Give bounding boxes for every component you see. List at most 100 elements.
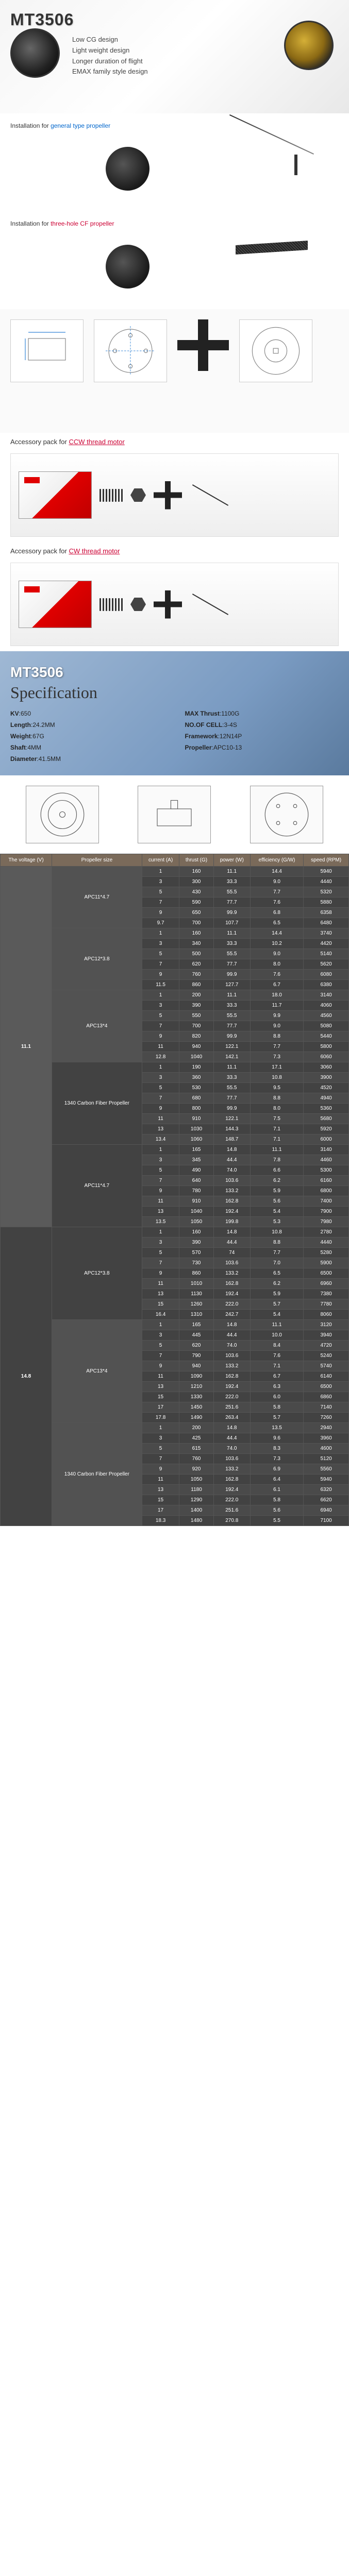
data-cell: 13.5 bbox=[250, 1423, 303, 1433]
data-cell: 11.5 bbox=[142, 980, 179, 990]
screw-icon bbox=[121, 489, 123, 502]
install-threehole-label: Installation for three-hole CF propeller bbox=[10, 220, 114, 227]
data-cell: 730 bbox=[179, 1258, 213, 1268]
data-cell: 4440 bbox=[304, 877, 349, 887]
data-cell: 7.6 bbox=[250, 970, 303, 980]
accessory-cw-title: Accessory pack for CW thread motor bbox=[0, 542, 349, 557]
data-cell: 7.1 bbox=[250, 1134, 303, 1145]
data-cell: 340 bbox=[179, 939, 213, 949]
data-cell: 9 bbox=[142, 1186, 179, 1196]
spec-heading: Specification bbox=[10, 683, 339, 702]
data-cell: 7 bbox=[142, 1454, 179, 1464]
data-cell: 5320 bbox=[304, 887, 349, 897]
data-cell: 192.4 bbox=[213, 1207, 250, 1217]
tech-drawings-section bbox=[0, 309, 349, 433]
dimension-drawing bbox=[10, 319, 84, 382]
data-cell: 44.4 bbox=[213, 1433, 250, 1444]
data-cell: 4600 bbox=[304, 1444, 349, 1454]
data-cell: 8.8 bbox=[250, 1093, 303, 1104]
data-cell: 17.1 bbox=[250, 1062, 303, 1073]
data-cell: 127.7 bbox=[213, 980, 250, 990]
data-cell: 5120 bbox=[304, 1454, 349, 1464]
table-header-cell: efficiency (G/W) bbox=[250, 854, 303, 867]
data-cell: 3140 bbox=[304, 990, 349, 1001]
data-cell: 5.9 bbox=[250, 1186, 303, 1196]
data-cell: 940 bbox=[179, 1361, 213, 1371]
data-cell: 162.8 bbox=[213, 1475, 250, 1485]
data-cell: 6960 bbox=[304, 1279, 349, 1289]
spec-item: NO.OF CELL:3-4S bbox=[185, 721, 339, 728]
data-cell: 11 bbox=[142, 1042, 179, 1052]
data-cell: 242.7 bbox=[213, 1310, 250, 1320]
spec-model: MT3506 bbox=[10, 664, 339, 681]
data-cell: 6.6 bbox=[250, 1165, 303, 1176]
data-cell: 5440 bbox=[304, 1031, 349, 1042]
data-cell: 8.4 bbox=[250, 1341, 303, 1351]
data-cell: 1260 bbox=[179, 1299, 213, 1310]
table-header-cell: Propeller size bbox=[52, 854, 142, 867]
model-title: MT3506 bbox=[10, 10, 339, 29]
screw-icon bbox=[109, 489, 110, 502]
table-body: 11.1APC11*4.7116011.114.45940330033.39.0… bbox=[1, 867, 349, 1526]
data-cell: 74.0 bbox=[213, 1341, 250, 1351]
data-cell: 12.8 bbox=[142, 1052, 179, 1062]
data-cell: 3 bbox=[142, 877, 179, 887]
data-cell: 9.0 bbox=[250, 877, 303, 887]
table-header-cell: speed (RPM) bbox=[304, 854, 349, 867]
data-cell: 1 bbox=[142, 1062, 179, 1073]
data-cell: 77.7 bbox=[213, 959, 250, 970]
data-cell: 133.2 bbox=[213, 1268, 250, 1279]
data-cell: 6620 bbox=[304, 1495, 349, 1505]
data-cell: 7100 bbox=[304, 1516, 349, 1526]
hero-section: MT3506 Low CG design Light weight design… bbox=[0, 0, 349, 113]
data-cell: 5920 bbox=[304, 1124, 349, 1134]
data-cell: 500 bbox=[179, 949, 213, 959]
data-cell: 133.2 bbox=[213, 1186, 250, 1196]
spec-item: Framework:12N14P bbox=[185, 733, 339, 740]
data-cell: 5900 bbox=[304, 1258, 349, 1268]
screw-icon bbox=[99, 598, 101, 611]
data-cell: 3 bbox=[142, 1073, 179, 1083]
data-cell: 3960 bbox=[304, 1433, 349, 1444]
data-cell: 162.8 bbox=[213, 1371, 250, 1382]
spec-drawing-bottom bbox=[250, 786, 323, 843]
data-cell: 5.5 bbox=[250, 1516, 303, 1526]
data-cell: 7980 bbox=[304, 1217, 349, 1227]
table-header-row: The voltage (V)Propeller sizecurrent (A)… bbox=[1, 854, 349, 867]
data-cell: 3140 bbox=[304, 1145, 349, 1155]
data-cell: 800 bbox=[179, 1104, 213, 1114]
data-cell: 6.7 bbox=[250, 1371, 303, 1382]
accessory-ccw-image bbox=[10, 453, 339, 537]
cross-mount-small bbox=[154, 481, 182, 510]
data-cell: 1310 bbox=[179, 1310, 213, 1320]
data-cell: 6800 bbox=[304, 1186, 349, 1196]
data-cell: 133.2 bbox=[213, 1361, 250, 1371]
data-cell: 144.3 bbox=[213, 1124, 250, 1134]
screw-icon bbox=[99, 489, 101, 502]
data-cell: 7260 bbox=[304, 1413, 349, 1423]
data-cell: 14.4 bbox=[250, 867, 303, 877]
data-cell: 18.3 bbox=[142, 1516, 179, 1526]
data-cell: 5 bbox=[142, 1248, 179, 1258]
label-highlight: general type propeller bbox=[51, 122, 110, 129]
feature-item: EMAX family style design bbox=[72, 66, 339, 77]
data-cell: 4060 bbox=[304, 1001, 349, 1011]
data-cell: 7.6 bbox=[250, 897, 303, 908]
data-cell: 11 bbox=[142, 1196, 179, 1207]
propeller-cell: APC11*4.7 bbox=[52, 1145, 142, 1227]
data-cell: 44.4 bbox=[213, 1238, 250, 1248]
data-cell: 4520 bbox=[304, 1083, 349, 1093]
data-cell: 77.7 bbox=[213, 1093, 250, 1104]
table-header-cell: power (W) bbox=[213, 854, 250, 867]
data-cell: 251.6 bbox=[213, 1505, 250, 1516]
voltage-cell: 14.8 bbox=[1, 1227, 52, 1526]
data-cell: 148.7 bbox=[213, 1134, 250, 1145]
data-cell: 14.8 bbox=[213, 1423, 250, 1433]
screw-icon bbox=[118, 489, 120, 502]
data-cell: 13 bbox=[142, 1289, 179, 1299]
data-cell: 5740 bbox=[304, 1361, 349, 1371]
cf-propeller bbox=[236, 227, 308, 273]
data-cell: 6.1 bbox=[250, 1485, 303, 1495]
data-cell: 7.7 bbox=[250, 1248, 303, 1258]
data-cell: 6080 bbox=[304, 970, 349, 980]
